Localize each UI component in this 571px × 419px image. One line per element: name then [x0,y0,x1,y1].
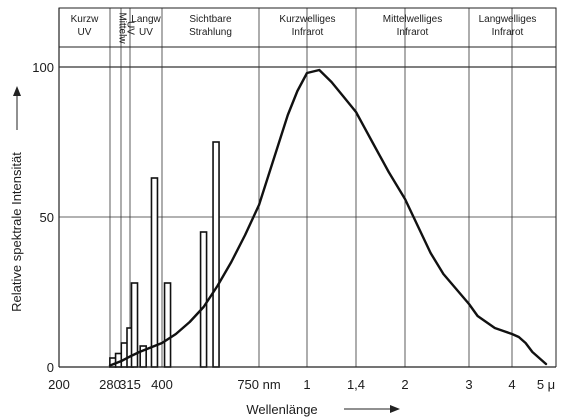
x-axis-title: Wellenlänge [246,402,317,417]
x-tick-label: 400 [151,377,173,392]
emission-line-bar [150,177,159,368]
x-axis-arrowhead [390,405,400,413]
band-label: Sichtbare [189,14,232,25]
vertical-grid [58,8,557,367]
band-label: Langw [131,14,161,25]
x-tick-label: 4 [508,377,515,392]
y-axis-title: Relative spektrale Intensität [9,152,24,312]
y-axis-arrowhead [13,86,21,96]
emission-line-bar [199,231,208,368]
band-label: Mittelw [117,12,128,44]
x-tick-label: 5 μ [537,377,555,392]
band-label: UV [139,27,153,38]
band-label: UV [78,27,92,38]
band-label: Langwelliges [479,14,537,25]
x-tick-label: 280 [99,377,121,392]
x-tick-label: 1,4 [347,377,365,392]
x-tick-label: 750 nm [237,377,280,392]
band-label: Infrarot [492,27,524,38]
y-tick-label: 0 [47,360,54,375]
band-label: Infrarot [292,27,324,38]
y-tick-labels: 0 50 100 [32,60,54,375]
emission-line-bar [212,141,220,368]
x-tick-label: 315 [119,377,141,392]
emission-lines [109,141,220,368]
x-tick-label: 1 [303,377,310,392]
x-tick-label: 3 [465,377,472,392]
band-label: Kurzwelliges [279,14,335,25]
band-label: Infrarot [397,27,429,38]
band-label: Kurzw [71,14,100,25]
band-label: Mittelwelliges [383,14,442,25]
intensity-curve [108,68,548,367]
band-label: Strahlung [189,27,232,38]
x-tick-label: 2 [401,377,408,392]
y-tick-label: 50 [40,210,54,225]
y-tick-label: 100 [32,60,54,75]
horizontal-grid [59,66,556,218]
emission-line-bar [163,282,172,368]
x-tick-label: 200 [48,377,70,392]
band-label: UV [125,21,136,35]
